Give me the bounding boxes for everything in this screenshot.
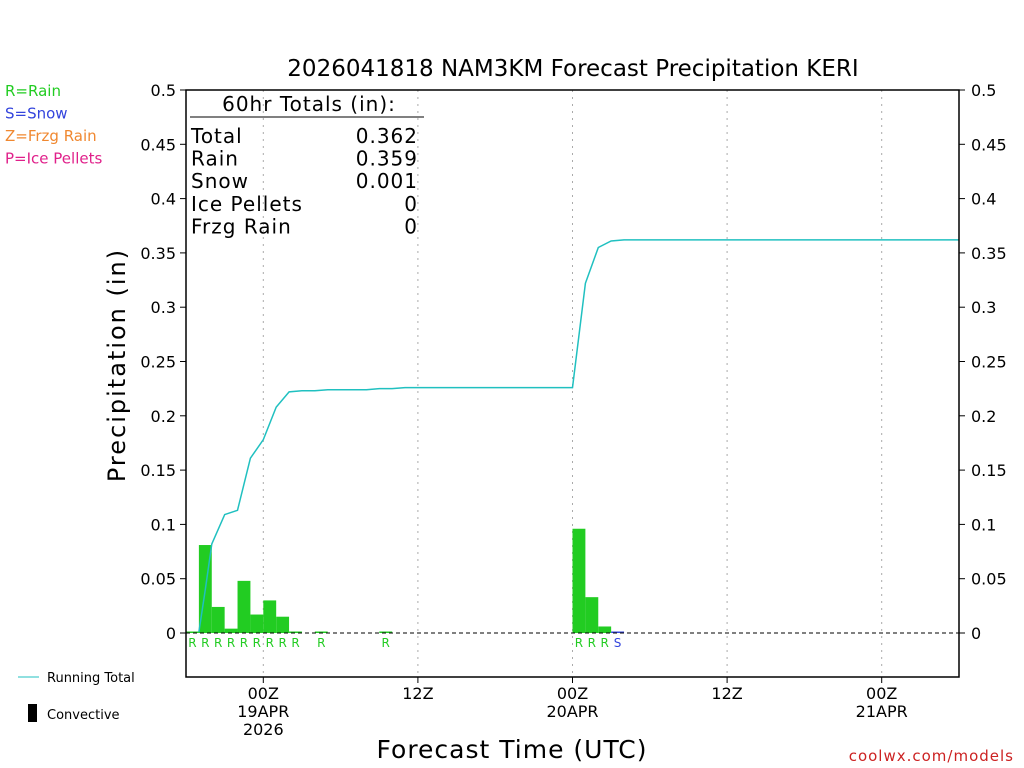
totals-label-2: Snow xyxy=(191,169,249,193)
y-ticks-right: 0 0.05 0.1 0.15 0.2 0.25 0.3 0.35 0.4 0.45 0.5 xyxy=(959,81,1007,643)
y-tick-right-4: 0.2 xyxy=(971,407,996,426)
x-tick-label-3-0: 12Z xyxy=(711,684,742,703)
y-tick-right-7: 0.35 xyxy=(971,244,1007,263)
convective-legend-label: Convective xyxy=(47,708,120,723)
totals-rows: Total 0.362 Rain 0.359 Snow 0.001 Ice Pellets 0… xyxy=(190,124,418,238)
bar-type-label-8: R xyxy=(291,636,299,650)
y-tick-left-7: 0.35 xyxy=(140,244,176,263)
bar-type-label-0: R xyxy=(188,636,196,650)
y-tick-right-8: 0.4 xyxy=(971,190,996,209)
bar-11 xyxy=(572,528,586,633)
bar-type-label-7: R xyxy=(278,636,286,650)
bar-12 xyxy=(585,597,599,633)
x-tick-label-2-1: 20APR xyxy=(546,702,598,721)
totals-label-1: Rain xyxy=(191,147,239,171)
precip-type-legend: R=Rain S=Snow Z=Frzg Rain P=Ice Pellets xyxy=(5,82,102,168)
y-tick-left-6: 0.3 xyxy=(151,298,176,317)
totals-heading: 60hr Totals (in): xyxy=(222,92,396,116)
bar-type-label-4: R xyxy=(240,636,248,650)
bar-type-label-14: S xyxy=(614,636,622,650)
y-ticks-left: 0 0.05 0.1 0.15 0.2 0.25 0.3 0.35 0.4 0.45 0.5 xyxy=(140,81,186,643)
y-tick-right-3: 0.15 xyxy=(971,461,1007,480)
chart-title: 2026041818 NAM3KM Forecast Precipitation… xyxy=(287,56,858,82)
convective-swatch xyxy=(28,704,37,722)
y-tick-right-5: 0.25 xyxy=(971,353,1007,372)
y-tick-left-4: 0.2 xyxy=(151,407,176,426)
totals-label-3: Ice Pellets xyxy=(191,192,303,216)
legend-type-1: S=Snow xyxy=(5,105,68,123)
chart-bars xyxy=(186,528,625,633)
x-axis-label: Forecast Time (UTC) xyxy=(377,735,648,764)
bar-9 xyxy=(314,631,328,633)
totals-value-0: 0.362 xyxy=(356,124,418,148)
credit-label: coolwx.com/models xyxy=(849,747,1014,765)
bar-type-label-12: R xyxy=(588,636,596,650)
x-tick-label-1-0: 12Z xyxy=(402,684,433,703)
y-axis-label: Precipitation (in) xyxy=(103,248,131,482)
y-tick-left-9: 0.45 xyxy=(140,135,176,154)
bar-type-label-11: R xyxy=(575,636,583,650)
bar-10 xyxy=(379,631,393,633)
bar-5 xyxy=(250,614,264,633)
bottom-legend: Running Total Convective xyxy=(18,671,135,723)
y-tick-left-3: 0.15 xyxy=(140,461,176,480)
x-tick-label-4-1: 21APR xyxy=(856,702,908,721)
y-tick-right-1: 0.05 xyxy=(971,570,1007,589)
bar-7 xyxy=(276,616,290,633)
totals-label-4: Frzg Rain xyxy=(191,214,292,238)
bar-type-label-13: R xyxy=(601,636,609,650)
totals-value-3: 0 xyxy=(404,192,418,216)
y-tick-left-8: 0.4 xyxy=(151,190,176,209)
x-tick-label-4-0: 00Z xyxy=(866,684,897,703)
totals-box: 60hr Totals (in): Total 0.362 Rain 0.359 Sno… xyxy=(190,92,424,238)
y-tick-left-0: 0 xyxy=(166,624,176,643)
bar-type-label-6: R xyxy=(266,636,274,650)
y-tick-left-10: 0.5 xyxy=(151,81,176,100)
x-tick-label-0-2: 2026 xyxy=(243,720,284,739)
y-tick-left-1: 0.05 xyxy=(140,570,176,589)
bar-14 xyxy=(611,631,625,633)
y-tick-right-10: 0.5 xyxy=(971,81,996,100)
totals-value-1: 0.359 xyxy=(356,147,418,171)
bar-6 xyxy=(263,600,277,633)
legend-type-2: Z=Frzg Rain xyxy=(5,127,97,145)
bar-type-label-5: R xyxy=(253,636,261,650)
bar-8 xyxy=(289,631,302,633)
bar-13 xyxy=(598,626,612,633)
x-tick-label-0-1: 19APR xyxy=(237,702,289,721)
y-tick-right-6: 0.3 xyxy=(971,298,996,317)
bar-4 xyxy=(237,580,251,633)
y-tick-right-0: 0 xyxy=(971,624,981,643)
y-tick-left-2: 0.1 xyxy=(151,515,176,534)
bar-type-label-9: R xyxy=(317,636,325,650)
legend-type-3: P=Ice Pellets xyxy=(5,150,102,168)
x-tick-label-0-0: 00Z xyxy=(248,684,279,703)
bar-type-label-3: R xyxy=(227,636,235,650)
bar-0 xyxy=(186,631,199,633)
running-total-legend-label: Running Total xyxy=(47,671,135,686)
x-tick-label-2-0: 00Z xyxy=(557,684,588,703)
bar-type-label-1: R xyxy=(201,636,209,650)
legend-type-0: R=Rain xyxy=(5,82,61,100)
y-tick-left-5: 0.25 xyxy=(140,353,176,372)
y-tick-right-9: 0.45 xyxy=(971,135,1007,154)
totals-label-0: Total xyxy=(190,124,243,148)
bar-type-label-2: R xyxy=(214,636,222,650)
totals-value-2: 0.001 xyxy=(356,169,418,193)
bar-3 xyxy=(224,628,238,633)
bar-type-label-10: R xyxy=(382,636,390,650)
bar-2 xyxy=(211,606,225,633)
running-total-line xyxy=(198,239,959,633)
totals-value-4: 0 xyxy=(404,214,418,238)
y-tick-right-2: 0.1 xyxy=(971,515,996,534)
